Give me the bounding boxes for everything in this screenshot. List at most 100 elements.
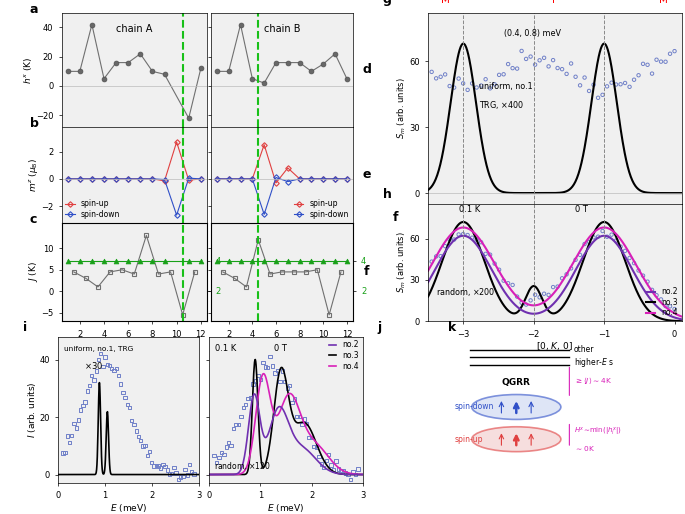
Point	[308, 442, 319, 450]
Text: $\times$30: $\times$30	[84, 360, 103, 371]
Point	[255, 376, 266, 384]
Point	[426, 258, 437, 266]
Point	[444, 82, 455, 90]
Point	[579, 240, 590, 248]
Text: $\sim0\,\mathrm{K}$: $\sim0\,\mathrm{K}$	[573, 444, 595, 452]
Text: 0.1 K: 0.1 K	[215, 344, 236, 353]
Point	[86, 371, 97, 379]
Text: spin-up: spin-up	[455, 435, 483, 444]
Point	[629, 76, 640, 84]
Point	[260, 363, 271, 371]
Point	[138, 442, 149, 450]
Point	[651, 56, 662, 64]
Point	[521, 55, 532, 63]
Point	[64, 438, 75, 447]
Point	[494, 71, 505, 79]
Point	[570, 72, 581, 81]
Text: uniform, no.1, TRG: uniform, no.1, TRG	[64, 346, 133, 352]
Point	[597, 91, 608, 99]
Point	[171, 469, 182, 477]
Point	[66, 431, 77, 439]
Point	[440, 70, 451, 79]
Point	[316, 460, 327, 468]
Point	[277, 367, 288, 375]
Point	[651, 291, 662, 299]
Text: e: e	[362, 168, 371, 181]
Text: other
higher-$E$ s: other higher-$E$ s	[573, 345, 614, 369]
Point	[453, 75, 464, 83]
Point	[575, 81, 586, 89]
Y-axis label: $S_m$ (arb. units): $S_m$ (arb. units)	[395, 232, 408, 293]
Point	[292, 412, 303, 420]
Point	[656, 58, 667, 66]
Point	[624, 83, 635, 91]
Point	[140, 441, 151, 449]
Legend: no.2, no.3, no.4: no.2, no.3, no.4	[646, 287, 677, 318]
Point	[458, 230, 469, 238]
Point	[475, 81, 486, 89]
Point	[247, 380, 258, 388]
Point	[530, 291, 540, 299]
Point	[95, 350, 106, 358]
Point	[323, 450, 334, 458]
Point	[462, 86, 473, 94]
Point	[108, 366, 119, 374]
Point	[458, 79, 469, 87]
Point	[153, 462, 164, 470]
Point	[525, 296, 536, 304]
Point	[579, 74, 590, 82]
Point	[624, 254, 635, 262]
Point	[82, 387, 93, 395]
Point	[272, 366, 283, 375]
Point	[660, 302, 671, 310]
Point	[440, 242, 451, 250]
Point	[561, 70, 572, 78]
Point	[71, 424, 82, 432]
Y-axis label: $J$ (K): $J$ (K)	[27, 261, 40, 283]
Point	[647, 69, 658, 78]
Point	[62, 432, 73, 440]
Point	[512, 64, 523, 72]
Point	[120, 393, 131, 401]
Point	[117, 388, 128, 396]
Point	[223, 438, 234, 447]
X-axis label: site index: site index	[112, 340, 156, 349]
Point	[93, 355, 104, 363]
Text: b: b	[29, 117, 38, 130]
Point	[610, 80, 621, 88]
Point	[282, 384, 292, 392]
Point	[77, 401, 88, 409]
Point	[182, 471, 192, 479]
Point	[68, 419, 79, 428]
Point	[126, 416, 137, 425]
Point	[319, 463, 329, 471]
Point	[606, 230, 617, 238]
Point	[299, 415, 310, 423]
Point	[660, 58, 671, 66]
Point	[129, 420, 140, 429]
Point	[557, 65, 568, 74]
Point	[619, 247, 630, 255]
Point	[133, 433, 144, 441]
Point	[466, 234, 477, 242]
Point	[435, 72, 446, 81]
Text: 0 T: 0 T	[274, 344, 286, 353]
Point	[228, 424, 239, 432]
Point	[462, 231, 473, 239]
Text: spin-down: spin-down	[455, 402, 494, 412]
Point	[485, 250, 496, 259]
Point	[516, 47, 527, 55]
Point	[606, 79, 617, 87]
Point	[147, 458, 158, 467]
Point	[507, 281, 518, 289]
Point	[347, 467, 358, 475]
Point	[584, 238, 595, 246]
Point	[275, 378, 286, 386]
Y-axis label: $m^z$ ($\mu_\mathrm{B}$): $m^z$ ($\mu_\mathrm{B}$)	[27, 158, 40, 192]
Text: $\geq\langle J\rangle\sim4\,\mathrm{K}$: $\geq\langle J\rangle\sim4\,\mathrm{K}$	[573, 375, 612, 386]
Text: g: g	[382, 0, 391, 6]
Point	[216, 449, 227, 457]
Point	[179, 465, 190, 473]
Point	[294, 412, 305, 420]
Point	[208, 451, 219, 460]
